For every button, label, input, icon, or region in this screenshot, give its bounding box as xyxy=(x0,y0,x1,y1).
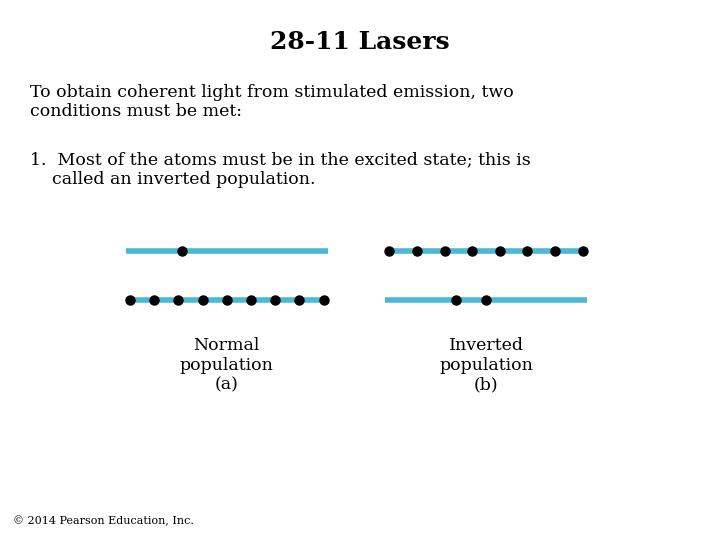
Text: 1.  Most of the atoms must be in the excited state; this is
    called an invert: 1. Most of the atoms must be in the exci… xyxy=(30,151,531,188)
Text: Inverted
population
(b): Inverted population (b) xyxy=(439,338,533,394)
Text: Normal
population
(a): Normal population (a) xyxy=(180,338,274,394)
Text: © 2014 Pearson Education, Inc.: © 2014 Pearson Education, Inc. xyxy=(13,516,194,526)
Text: 28-11 Lasers: 28-11 Lasers xyxy=(270,30,450,53)
Text: To obtain coherent light from stimulated emission, two
conditions must be met:: To obtain coherent light from stimulated… xyxy=(30,84,514,120)
